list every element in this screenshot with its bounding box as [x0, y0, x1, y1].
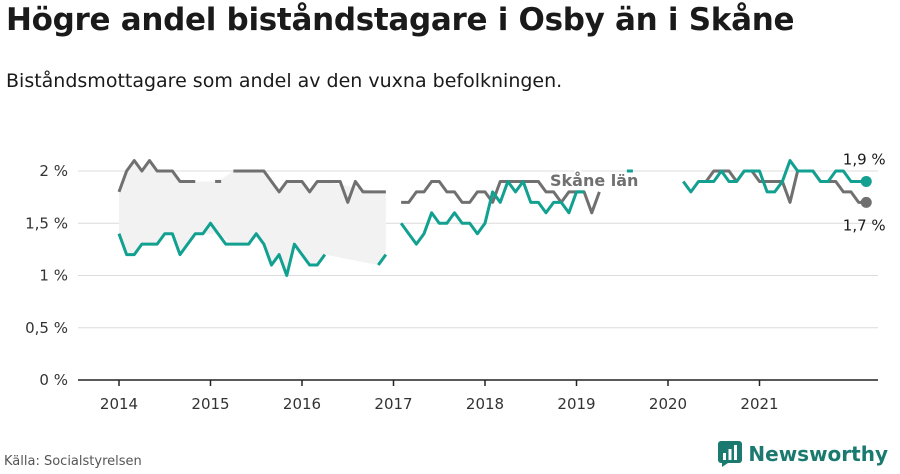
- series-line-skane: [401, 179, 601, 215]
- y-tick-label: 1,5 %: [25, 214, 68, 232]
- source-note: Källa: Socialstyrelsen: [4, 454, 142, 469]
- y-tick-label: 0,5 %: [25, 319, 68, 337]
- x-tick-label: 2016: [283, 395, 321, 413]
- brand-name: Newsworthy: [748, 442, 888, 466]
- series-line-osby: [682, 159, 867, 194]
- chart-title: Högre andel biståndstagare i Osby än i S…: [6, 2, 795, 38]
- x-tick-label: 2020: [649, 395, 687, 413]
- x-tick-label: 2019: [557, 395, 595, 413]
- series-end-dot-skane: [860, 196, 872, 208]
- series-end-dot-osby: [860, 175, 872, 187]
- end-label-osby: 1,9 %: [843, 150, 886, 168]
- x-tick-label: 2017: [374, 395, 412, 413]
- series-line-osby: [117, 221, 327, 277]
- end-label-skane: 1,7 %: [843, 216, 886, 234]
- x-tick-label: 2014: [100, 395, 138, 413]
- series-line-osby: [399, 179, 585, 246]
- chart-subtitle: Biståndsmottagare som andel av den vuxna…: [6, 70, 563, 92]
- y-tick-label: 0 %: [39, 371, 68, 389]
- x-tick-label: 2015: [191, 395, 229, 413]
- x-tick-label: 2021: [740, 395, 778, 413]
- series-line-skane: [233, 169, 386, 204]
- y-tick-label: 1 %: [39, 267, 68, 285]
- series-line-skane: [117, 159, 196, 193]
- brand-logo: Newsworthy: [718, 441, 888, 467]
- newsworthy-logo-icon: [718, 441, 743, 467]
- gap-area: [119, 160, 386, 276]
- series-label-skane: Skåne län: [550, 171, 638, 190]
- y-tick-label: 2 %: [39, 162, 68, 180]
- x-tick-label: 2018: [466, 395, 504, 413]
- series-line-osby: [377, 253, 388, 266]
